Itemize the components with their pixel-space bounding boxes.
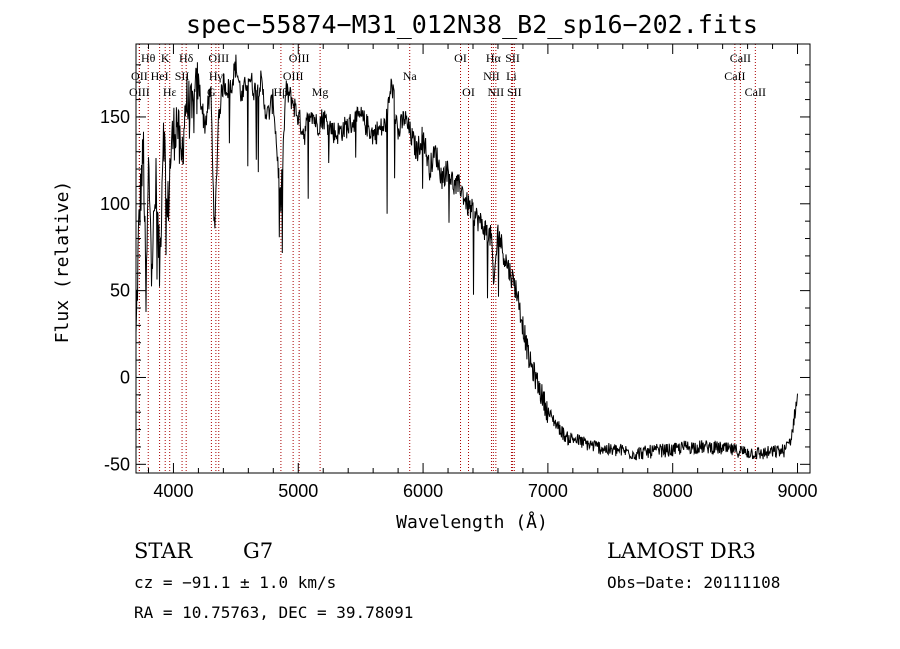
x-tick-label-1: 5000 bbox=[278, 481, 318, 501]
x-tick-label-3: 7000 bbox=[528, 481, 568, 501]
spectral-line-markers bbox=[138, 44, 756, 473]
object-subclass: G7 bbox=[243, 539, 274, 563]
line-label-19: Hε bbox=[163, 85, 177, 99]
line-label-13: OIII bbox=[283, 69, 304, 83]
coordinates: RA = 10.75763, DEC = 39.78091 bbox=[134, 603, 414, 622]
axis-ticks: 4000 5000 6000 7000 8000 9000 -50 0 50 100 150 bbox=[100, 44, 818, 501]
x-tick-label-0: 4000 bbox=[153, 481, 193, 501]
line-label-8: CaII bbox=[730, 51, 751, 65]
y-tick-label-1: 0 bbox=[120, 367, 130, 387]
y-tick-label-2: 50 bbox=[110, 281, 130, 301]
line-label-11: SII bbox=[175, 69, 190, 83]
x-tick-label-2: 6000 bbox=[403, 481, 443, 501]
line-label-25: SII bbox=[507, 85, 522, 99]
line-label-7: SII bbox=[505, 51, 520, 65]
line-label-4: OIII bbox=[289, 51, 310, 65]
line-label-18: OIII bbox=[129, 85, 150, 99]
y-tick-label-4: 150 bbox=[100, 107, 130, 127]
observation-date: Obs−Date: 20111108 bbox=[607, 573, 781, 592]
line-label-16: Li bbox=[506, 69, 517, 83]
spectrum-line bbox=[135, 54, 798, 461]
line-label-22: Mg bbox=[312, 85, 329, 99]
line-label-24: NII bbox=[488, 85, 505, 99]
y-tick-label-0: -50 bbox=[104, 454, 130, 474]
line-label-3: OIII bbox=[208, 51, 229, 65]
y-axis-label: Flux (relative) bbox=[52, 181, 73, 344]
y-tick-label-3: 100 bbox=[100, 194, 130, 214]
line-label-15: NII bbox=[483, 69, 500, 83]
line-label-6: Hα bbox=[486, 51, 502, 65]
survey-name: LAMOST DR3 bbox=[607, 539, 756, 563]
line-label-17: CaII bbox=[724, 69, 745, 83]
x-tick-label-4: 8000 bbox=[653, 481, 693, 501]
line-label-10: HeI bbox=[151, 69, 169, 83]
x-axis-label: Wavelength (Å) bbox=[396, 511, 548, 533]
line-label-20: G bbox=[207, 85, 216, 99]
line-label-0: Hθ bbox=[141, 51, 156, 65]
line-label-2: Hδ bbox=[179, 51, 194, 65]
line-label-21: Hβ bbox=[274, 85, 289, 99]
x-tick-label-5: 9000 bbox=[777, 481, 817, 501]
line-label-5: OI bbox=[454, 51, 467, 65]
line-label-12: Hγ bbox=[209, 69, 224, 83]
chart-title: spec−55874−M31_012N38_B2_sp16−202.fits bbox=[186, 10, 758, 39]
redshift-velocity: cz = −91.1 ± 1.0 km/s bbox=[134, 573, 337, 592]
line-label-9: OII bbox=[131, 69, 148, 83]
line-label-23: OI bbox=[462, 85, 475, 99]
line-label-26: CaII bbox=[745, 85, 766, 99]
object-class: STAR bbox=[134, 539, 193, 563]
line-label-14: Na bbox=[403, 69, 418, 83]
line-label-1: K bbox=[161, 51, 170, 65]
